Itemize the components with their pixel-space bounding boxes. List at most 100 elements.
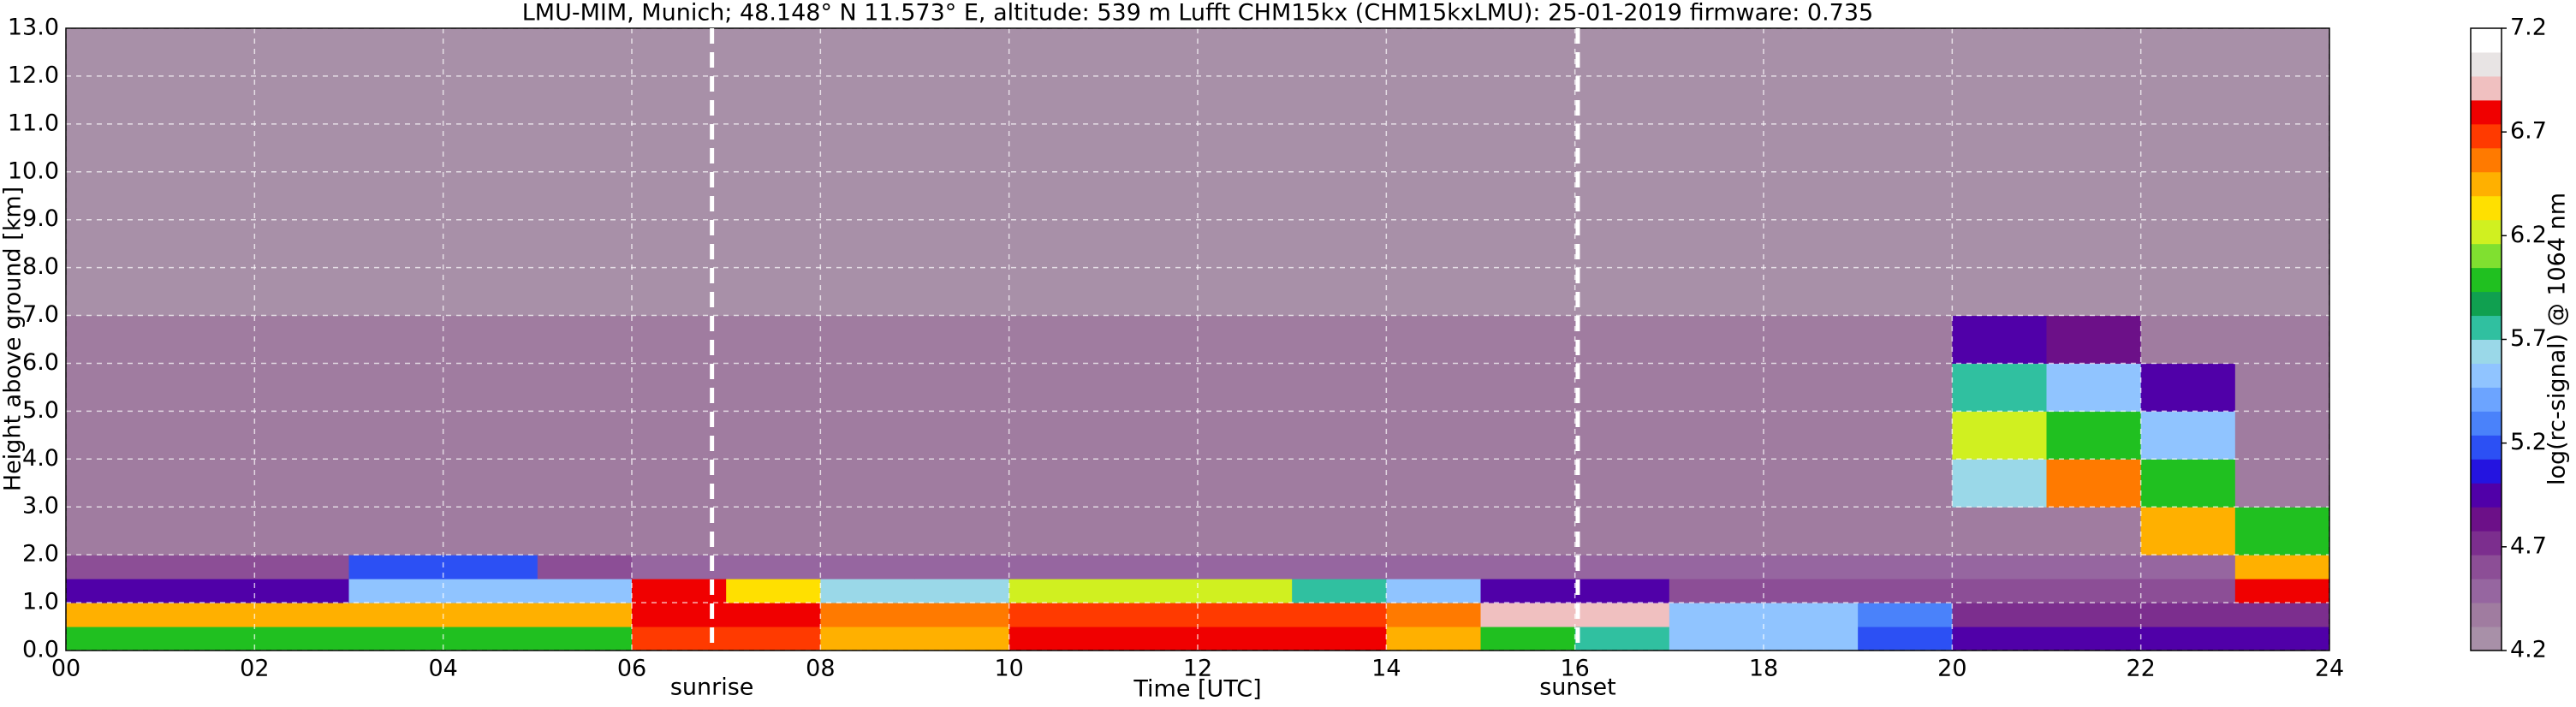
y-tick-label: 2.0 — [22, 541, 59, 567]
heatmap-cell — [820, 555, 915, 579]
event-label: sunset — [1539, 674, 1616, 701]
x-tick-label: 24 — [2315, 656, 2344, 682]
colorbar-segment — [2471, 435, 2502, 460]
y-tick-label: 7.0 — [22, 301, 59, 328]
colorbar-segment — [2471, 483, 2502, 508]
heatmap-cell — [2234, 459, 2330, 508]
heatmap-cell — [254, 627, 349, 651]
colorbar-tick-label: 6.2 — [2510, 222, 2547, 248]
heatmap-cell — [2046, 555, 2142, 579]
heatmap-cell — [66, 459, 161, 508]
y-tick-label: 8.0 — [22, 253, 59, 280]
heatmap-cell — [1292, 555, 1387, 579]
heatmap-cell — [1574, 603, 1670, 627]
heatmap-cell — [2140, 411, 2236, 460]
heatmap-cell — [1008, 507, 1104, 556]
heatmap-cell — [1103, 28, 1199, 317]
y-tick-label: 13.0 — [8, 15, 59, 41]
heatmap-cell — [1669, 28, 1764, 317]
heatmap-cell — [537, 555, 633, 579]
heatmap-cell — [1764, 363, 1859, 412]
colorbar-tick-label: 7.2 — [2510, 15, 2547, 41]
heatmap-cell — [1764, 411, 1859, 460]
heatmap-cell — [2234, 363, 2330, 412]
heatmap-cell — [1008, 603, 1104, 627]
heatmap-cell — [66, 315, 161, 364]
heatmap-cell — [1764, 315, 1859, 364]
heatmap-cell — [914, 411, 1010, 460]
heatmap-cell — [2046, 411, 2142, 460]
heatmap-cell — [2046, 627, 2142, 651]
event-label: sunrise — [670, 674, 754, 701]
heatmap-cell — [726, 411, 821, 460]
heatmap-cell — [160, 363, 255, 412]
heatmap-cell — [914, 459, 1010, 508]
heatmap-cell — [66, 603, 161, 627]
heatmap-cell — [1952, 579, 2047, 603]
heatmap-cell — [160, 315, 255, 364]
heatmap-cell — [1292, 603, 1387, 627]
heatmap-cell — [726, 579, 821, 603]
heatmap-cell — [1952, 459, 2047, 508]
heatmap-cell — [1008, 627, 1104, 651]
heatmap-cell — [2046, 459, 2142, 508]
x-tick-label: 12 — [1183, 656, 1212, 682]
heatmap-cell — [1103, 507, 1199, 556]
y-tick-label: 11.0 — [8, 110, 59, 136]
heatmap-cell — [2234, 603, 2330, 627]
heatmap-cell — [2140, 28, 2236, 317]
heatmap-cell — [1480, 459, 1576, 508]
colorbar-segment — [2471, 171, 2502, 197]
heatmap-cell — [2234, 627, 2330, 651]
heatmap-cell — [2046, 507, 2142, 556]
heatmap-cell — [254, 363, 349, 412]
heatmap-cell — [1764, 507, 1859, 556]
heatmap-cell — [2046, 315, 2142, 364]
heatmap-cell — [726, 363, 821, 412]
heatmap-cell — [2234, 411, 2330, 460]
colorbar-segment — [2471, 267, 2502, 293]
heatmap-cell — [254, 411, 349, 460]
heatmap-cell — [160, 28, 255, 317]
colorbar-segment — [2471, 507, 2502, 532]
colorbar-segment — [2471, 387, 2502, 412]
colorbar-tick-label: 4.7 — [2510, 532, 2547, 559]
heatmap-cell — [1480, 507, 1576, 556]
heatmap-cell — [820, 315, 915, 364]
colorbar-segment — [2471, 195, 2502, 221]
heatmap-cell — [726, 459, 821, 508]
colorbar-segment — [2471, 339, 2502, 364]
heatmap-cell — [1008, 363, 1104, 412]
heatmap-cell — [1480, 603, 1576, 627]
heatmap-cell — [1858, 579, 1953, 603]
colorbar-tick-label: 4.2 — [2510, 637, 2547, 663]
heatmap-cell — [443, 603, 538, 627]
heatmap-cell — [254, 507, 349, 556]
x-tick-label: 04 — [428, 656, 457, 682]
heatmap-cell — [1574, 459, 1670, 508]
x-tick-label: 08 — [806, 656, 835, 682]
heatmap-cell — [1574, 411, 1670, 460]
heatmap-cell — [1764, 459, 1859, 508]
x-tick-label: 14 — [1371, 656, 1401, 682]
heatmap-cell — [160, 411, 255, 460]
heatmap-cell — [2140, 507, 2236, 556]
heatmap-cell — [820, 459, 915, 508]
heatmap-cell — [1669, 363, 1764, 412]
heatmap-cell — [2140, 555, 2236, 579]
plot-frame — [65, 27, 2330, 651]
colorbar-segment — [2471, 28, 2502, 53]
x-tick-label: 20 — [1937, 656, 1966, 682]
heatmap-cell — [1858, 603, 1953, 627]
y-tick-label: 3.0 — [22, 493, 59, 520]
heatmap-cell — [2046, 603, 2142, 627]
heatmap-cell — [1480, 579, 1576, 603]
x-tick-label: 16 — [1560, 656, 1589, 682]
heatmap-cell — [2046, 363, 2142, 412]
heatmap-cell — [1103, 315, 1199, 364]
heatmap-cell — [2140, 627, 2236, 651]
heatmap-cell — [1198, 603, 1293, 627]
heatmap-cell — [1292, 411, 1387, 460]
heatmap-cell — [1574, 363, 1670, 412]
heatmap-cell — [1669, 603, 1764, 627]
